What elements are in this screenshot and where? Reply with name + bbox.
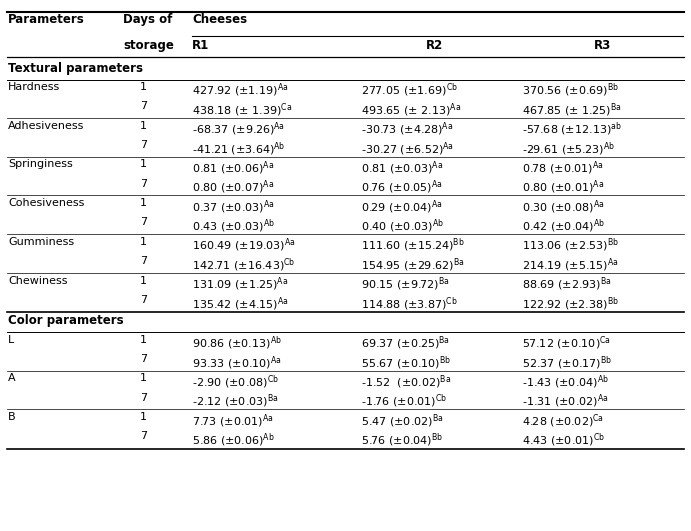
Text: Parameters: Parameters [8,13,85,26]
Text: 131.09 (±1.25)$^{\mathregular{Aa}}$: 131.09 (±1.25)$^{\mathregular{Aa}}$ [192,276,288,293]
Text: 5.76 (±0.04)$^{\mathregular{Bb}}$: 5.76 (±0.04)$^{\mathregular{Bb}}$ [361,431,443,449]
Text: 0.78 (±0.01)$^{\mathregular{Aa}}$: 0.78 (±0.01)$^{\mathregular{Aa}}$ [522,159,603,177]
Text: 55.67 (±0.10)$^{\mathregular{Bb}}$: 55.67 (±0.10)$^{\mathregular{Bb}}$ [361,354,451,372]
Text: 1: 1 [140,276,147,286]
Text: 1: 1 [140,373,147,383]
Text: 0.42 (±0.04)$^{\mathregular{Ab}}$: 0.42 (±0.04)$^{\mathregular{Ab}}$ [522,218,605,235]
Text: 154.95 (±29.62)$^{\mathregular{Ba}}$: 154.95 (±29.62)$^{\mathregular{Ba}}$ [361,256,464,274]
Text: Hardness: Hardness [8,82,61,92]
Text: R2: R2 [426,39,443,52]
Text: 467.85 (± 1.25)$^{\mathregular{Ba}}$: 467.85 (± 1.25)$^{\mathregular{Ba}}$ [522,101,621,119]
Text: 0.76 (±0.05)$^{\mathregular{Aa}}$: 0.76 (±0.05)$^{\mathregular{Aa}}$ [361,179,442,196]
Text: 88.69 (±2.93)$^{\mathregular{Ba}}$: 88.69 (±2.93)$^{\mathregular{Ba}}$ [522,276,612,293]
Text: -57.68 (±12.13)$^{\mathregular{ab}}$: -57.68 (±12.13)$^{\mathregular{ab}}$ [522,121,622,138]
Text: 113.06 (±2.53)$^{\mathregular{Bb}}$: 113.06 (±2.53)$^{\mathregular{Bb}}$ [522,237,619,254]
Text: Days of: Days of [123,13,172,26]
Text: -2.90 (±0.08)$^{\mathregular{Cb}}$: -2.90 (±0.08)$^{\mathregular{Cb}}$ [192,373,279,391]
Text: 90.86 (±0.13)$^{\mathregular{Ab}}$: 90.86 (±0.13)$^{\mathregular{Ab}}$ [192,335,282,352]
Text: -1.52  (±0.02)$^{\mathregular{Ba}}$: -1.52 (±0.02)$^{\mathregular{Ba}}$ [361,373,451,391]
Text: 7: 7 [140,140,147,150]
Text: 0.30 (±0.08)$^{\mathregular{Aa}}$: 0.30 (±0.08)$^{\mathregular{Aa}}$ [522,198,605,216]
Text: 7: 7 [140,179,147,189]
Text: Textural parameters: Textural parameters [8,62,143,74]
Text: R1: R1 [192,39,209,52]
Text: 7: 7 [140,392,147,402]
Text: Gumminess: Gumminess [8,237,75,247]
Text: Cohesiveness: Cohesiveness [8,198,85,208]
Text: 69.37 (±0.25)$^{\mathregular{Ba}}$: 69.37 (±0.25)$^{\mathregular{Ba}}$ [361,335,450,352]
Text: -1.31 (±0.02)$^{\mathregular{Aa}}$: -1.31 (±0.02)$^{\mathregular{Aa}}$ [522,392,608,410]
Text: 0.80 (±0.01)$^{\mathregular{Aa}}$: 0.80 (±0.01)$^{\mathregular{Aa}}$ [522,179,604,196]
Text: 427.92 (±1.19)$^{\mathregular{Aa}}$: 427.92 (±1.19)$^{\mathregular{Aa}}$ [192,82,289,99]
Text: 90.15 (±9.72)$^{\mathregular{Ba}}$: 90.15 (±9.72)$^{\mathregular{Ba}}$ [361,276,450,293]
Text: 0.43 (±0.03)$^{\mathregular{Ab}}$: 0.43 (±0.03)$^{\mathregular{Ab}}$ [192,218,275,235]
Text: 7: 7 [140,431,147,441]
Text: 1: 1 [140,335,147,345]
Text: A: A [8,373,16,383]
Text: 114.88 (±3.87)$^{\mathregular{Cb}}$: 114.88 (±3.87)$^{\mathregular{Cb}}$ [361,295,457,313]
Text: Cheeses: Cheeses [192,13,247,26]
Text: 52.37 (±0.17)$^{\mathregular{Bb}}$: 52.37 (±0.17)$^{\mathregular{Bb}}$ [522,354,612,372]
Text: 57.12 (±0.10)$^{\mathregular{Ca}}$: 57.12 (±0.10)$^{\mathregular{Ca}}$ [522,335,611,352]
Text: 1: 1 [140,121,147,131]
Text: 7: 7 [140,354,147,364]
Text: 4.28 (±0.02)$^{\mathregular{Ca}}$: 4.28 (±0.02)$^{\mathregular{Ca}}$ [522,412,604,430]
Text: 160.49 (±19.03)$^{\mathregular{Aa}}$: 160.49 (±19.03)$^{\mathregular{Aa}}$ [192,237,296,254]
Text: 493.65 (± 2.13)$^{\mathregular{Aa}}$: 493.65 (± 2.13)$^{\mathregular{Aa}}$ [361,101,461,119]
Text: 214.19 (±5.15)$^{\mathregular{Aa}}$: 214.19 (±5.15)$^{\mathregular{Aa}}$ [522,256,618,274]
Text: 5.47 (±0.02)$^{\mathregular{Ba}}$: 5.47 (±0.02)$^{\mathregular{Ba}}$ [361,412,444,430]
Text: 7.73 (±0.01)$^{\mathregular{Aa}}$: 7.73 (±0.01)$^{\mathregular{Aa}}$ [192,412,274,430]
Text: 7: 7 [140,256,147,266]
Text: 370.56 (±0.69)$^{\mathregular{Bb}}$: 370.56 (±0.69)$^{\mathregular{Bb}}$ [522,82,619,99]
Text: 7: 7 [140,295,147,305]
Text: 0.81 (±0.06)$^{\mathregular{Aa}}$: 0.81 (±0.06)$^{\mathregular{Aa}}$ [192,159,274,177]
Text: 4.43 (±0.01)$^{\mathregular{Cb}}$: 4.43 (±0.01)$^{\mathregular{Cb}}$ [522,431,605,449]
Text: 0.40 (±0.03)$^{\mathregular{Ab}}$: 0.40 (±0.03)$^{\mathregular{Ab}}$ [361,218,444,235]
Text: -2.12 (±0.03)$^{\mathregular{Ba}}$: -2.12 (±0.03)$^{\mathregular{Ba}}$ [192,392,278,410]
Text: Springiness: Springiness [8,159,73,169]
Text: 135.42 (±4.15)$^{\mathregular{Aa}}$: 135.42 (±4.15)$^{\mathregular{Aa}}$ [192,295,289,313]
Text: -68.37 (±9.26)$^{\mathregular{Aa}}$: -68.37 (±9.26)$^{\mathregular{Aa}}$ [192,121,285,138]
Text: 111.60 (±15.24)$^{\mathregular{Bb}}$: 111.60 (±15.24)$^{\mathregular{Bb}}$ [361,237,464,254]
Text: 1: 1 [140,159,147,169]
Text: 93.33 (±0.10)$^{\mathregular{Aa}}$: 93.33 (±0.10)$^{\mathregular{Aa}}$ [192,354,282,372]
Text: 0.81 (±0.03)$^{\mathregular{Aa}}$: 0.81 (±0.03)$^{\mathregular{Aa}}$ [361,159,443,177]
Text: 0.37 (±0.03)$^{\mathregular{Aa}}$: 0.37 (±0.03)$^{\mathregular{Aa}}$ [192,198,275,216]
Text: B: B [8,412,16,422]
Text: 1: 1 [140,237,147,247]
Text: -41.21 (±3.64)$^{\mathregular{Ab}}$: -41.21 (±3.64)$^{\mathregular{Ab}}$ [192,140,285,158]
Text: storage: storage [123,39,174,52]
Text: 1: 1 [140,412,147,422]
Text: -1.43 (±0.04)$^{\mathregular{Ab}}$: -1.43 (±0.04)$^{\mathregular{Ab}}$ [522,373,609,391]
Text: L: L [8,335,15,345]
Text: 1: 1 [140,198,147,208]
Text: 5.86 (±0.06)$^{\mathregular{Ab}}$: 5.86 (±0.06)$^{\mathregular{Ab}}$ [192,431,275,449]
Text: 142.71 (±16.43)$^{\mathregular{Cb}}$: 142.71 (±16.43)$^{\mathregular{Cb}}$ [192,256,296,274]
Text: 0.80 (±0.07)$^{\mathregular{Aa}}$: 0.80 (±0.07)$^{\mathregular{Aa}}$ [192,179,274,196]
Text: 438.18 (± 1.39)$^{\mathregular{Ca}}$: 438.18 (± 1.39)$^{\mathregular{Ca}}$ [192,101,292,119]
Text: 122.92 (±2.38)$^{\mathregular{Bb}}$: 122.92 (±2.38)$^{\mathregular{Bb}}$ [522,295,618,313]
Text: R3: R3 [594,39,612,52]
Text: Chewiness: Chewiness [8,276,68,286]
Text: -30.27 (±6.52)$^{\mathregular{Aa}}$: -30.27 (±6.52)$^{\mathregular{Aa}}$ [361,140,454,158]
Text: 7: 7 [140,101,147,111]
Text: Adhesiveness: Adhesiveness [8,121,85,131]
Text: 277.05 (±1.69)$^{\mathregular{Cb}}$: 277.05 (±1.69)$^{\mathregular{Cb}}$ [361,82,457,99]
Text: Color parameters: Color parameters [8,314,124,327]
Text: 0.29 (±0.04)$^{\mathregular{Aa}}$: 0.29 (±0.04)$^{\mathregular{Aa}}$ [361,198,442,216]
Text: 1: 1 [140,82,147,92]
Text: -29.61 (±5.23)$^{\mathregular{Ab}}$: -29.61 (±5.23)$^{\mathregular{Ab}}$ [522,140,615,158]
Text: -30.73 (±4.28)$^{\mathregular{Aa}}$: -30.73 (±4.28)$^{\mathregular{Aa}}$ [361,121,453,138]
Text: -1.76 (±0.01)$^{\mathregular{Cb}}$: -1.76 (±0.01)$^{\mathregular{Cb}}$ [361,392,447,410]
Text: 7: 7 [140,218,147,227]
